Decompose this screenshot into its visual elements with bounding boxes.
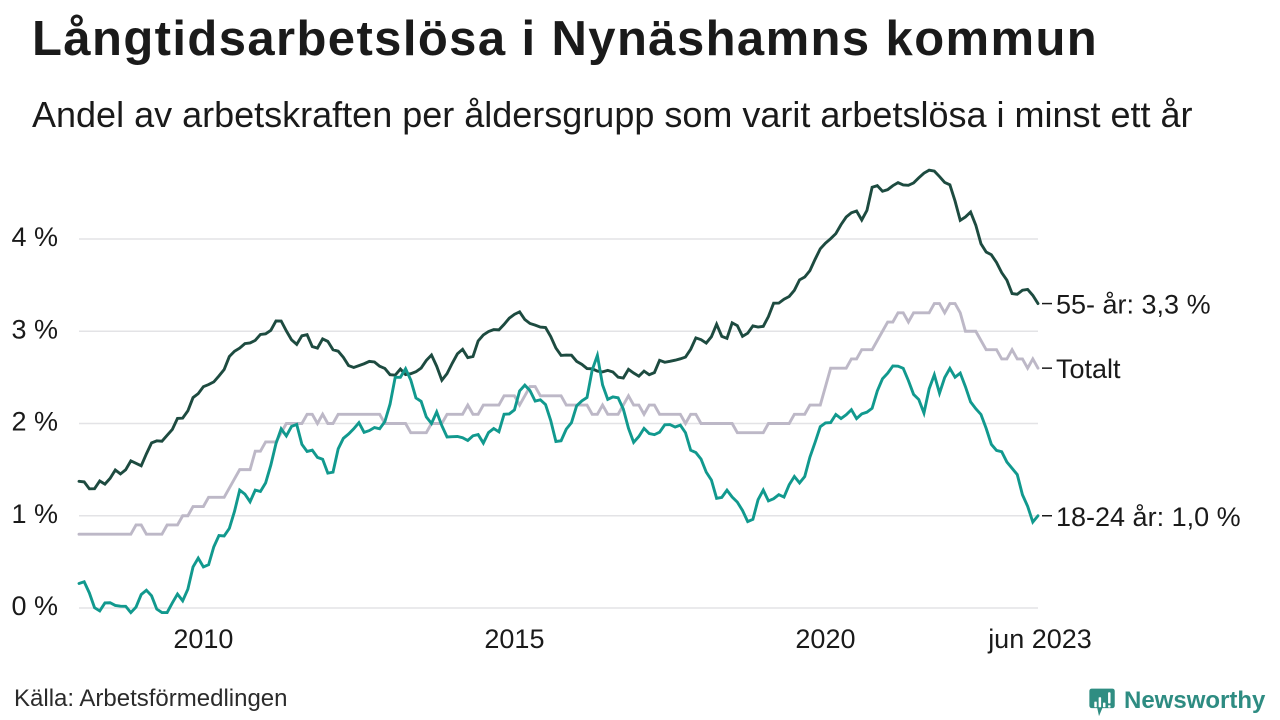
svg-text:1 %: 1 % [11, 499, 58, 529]
svg-text:2015: 2015 [484, 624, 544, 654]
svg-text:2010: 2010 [173, 624, 233, 654]
svg-text:4 %: 4 % [11, 222, 58, 252]
svg-text:18-24 år: 1,0 %: 18-24 år: 1,0 % [1056, 502, 1241, 532]
svg-text:2 %: 2 % [11, 407, 58, 437]
svg-text:2020: 2020 [795, 624, 855, 654]
svg-text:Totalt: Totalt [1056, 354, 1121, 384]
svg-text:jun 2023: jun 2023 [987, 624, 1092, 654]
svg-text:55- år: 3,3 %: 55- år: 3,3 % [1056, 290, 1211, 320]
svg-text:3 %: 3 % [11, 314, 58, 344]
svg-text:0 %: 0 % [11, 591, 58, 621]
